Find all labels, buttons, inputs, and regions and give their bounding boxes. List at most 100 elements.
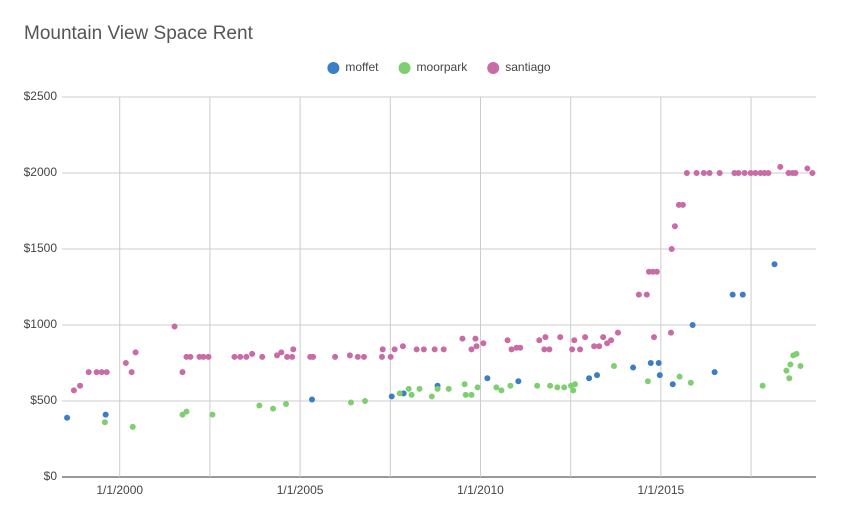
data-point xyxy=(644,378,651,385)
data-point xyxy=(93,369,100,376)
data-point xyxy=(759,382,766,389)
data-point xyxy=(103,369,110,376)
data-point xyxy=(653,268,660,275)
data-point xyxy=(480,340,487,347)
data-point xyxy=(474,384,481,391)
data-point xyxy=(747,170,754,176)
data-point xyxy=(594,372,601,379)
data-point xyxy=(693,170,700,176)
data-point xyxy=(440,346,447,353)
data-point xyxy=(608,337,615,344)
x-tick-label: 1/1/2010 xyxy=(457,483,504,497)
data-point xyxy=(741,170,748,176)
data-point xyxy=(431,346,438,353)
data-point xyxy=(679,201,686,208)
data-point xyxy=(570,387,577,394)
data-point xyxy=(739,291,746,298)
data-point xyxy=(200,353,207,360)
data-point xyxy=(283,401,290,408)
data-point xyxy=(771,261,778,268)
data-point xyxy=(687,379,694,386)
data-point xyxy=(783,367,790,374)
data-point xyxy=(205,353,212,360)
data-point xyxy=(643,291,650,298)
data-point xyxy=(462,391,469,398)
y-tick-label: $500 xyxy=(30,393,57,407)
data-point xyxy=(542,334,549,341)
data-point xyxy=(243,353,250,360)
data-point xyxy=(676,373,683,380)
data-point xyxy=(706,170,713,176)
data-point xyxy=(256,402,263,409)
data-point xyxy=(647,360,654,366)
data-point xyxy=(183,408,190,415)
data-point xyxy=(332,353,339,360)
data-point xyxy=(635,291,642,298)
data-point xyxy=(507,382,514,389)
data-point xyxy=(797,363,804,370)
data-point xyxy=(668,246,675,252)
data-point xyxy=(752,170,759,176)
data-point xyxy=(536,337,543,344)
data-point xyxy=(129,423,136,430)
data-point xyxy=(459,335,466,342)
data-point xyxy=(122,360,129,366)
data-point xyxy=(554,384,561,391)
legend-marker xyxy=(487,62,500,74)
data-point xyxy=(561,384,568,391)
data-point xyxy=(614,329,621,336)
data-point xyxy=(354,353,361,360)
data-point xyxy=(396,390,403,397)
x-tick-label: 1/1/2015 xyxy=(638,483,685,497)
data-point xyxy=(461,381,468,388)
data-point xyxy=(515,378,522,385)
data-point xyxy=(546,346,553,353)
data-point xyxy=(586,375,593,382)
data-point xyxy=(428,393,435,400)
data-point xyxy=(101,419,108,426)
data-point xyxy=(289,353,296,360)
legend-marker xyxy=(398,62,411,74)
data-point xyxy=(346,352,353,359)
data-point xyxy=(689,322,696,328)
data-point xyxy=(77,382,84,389)
data-point xyxy=(711,369,718,376)
data-point xyxy=(468,346,475,353)
data-point xyxy=(700,170,707,176)
chart-title: Mountain View Space Rent xyxy=(24,23,254,44)
data-point xyxy=(209,411,216,418)
data-point xyxy=(787,361,794,368)
data-point xyxy=(309,396,316,403)
data-point xyxy=(571,337,578,344)
data-point xyxy=(765,170,772,176)
data-point xyxy=(408,391,415,398)
data-point xyxy=(493,384,500,391)
data-point xyxy=(237,353,244,360)
data-point xyxy=(655,360,662,366)
data-point xyxy=(98,369,105,376)
legend-label: moffet xyxy=(345,60,379,74)
y-tick-label: $0 xyxy=(44,469,58,483)
data-point xyxy=(360,353,367,360)
data-point xyxy=(569,346,576,353)
data-point xyxy=(413,346,420,353)
data-point xyxy=(504,337,511,344)
data-point xyxy=(473,343,480,350)
y-tick-label: $2500 xyxy=(24,89,58,103)
data-point xyxy=(445,385,452,392)
data-point xyxy=(669,381,676,388)
data-point xyxy=(171,323,178,330)
data-point xyxy=(187,353,194,360)
data-point xyxy=(610,363,617,370)
data-point xyxy=(667,329,674,336)
data-point xyxy=(683,170,690,176)
data-point xyxy=(85,369,92,376)
data-point xyxy=(102,411,109,418)
data-point xyxy=(387,353,394,360)
data-point xyxy=(596,343,603,350)
data-point xyxy=(399,343,406,350)
data-point xyxy=(362,398,369,404)
legend-marker xyxy=(327,62,340,74)
data-point xyxy=(541,346,548,353)
